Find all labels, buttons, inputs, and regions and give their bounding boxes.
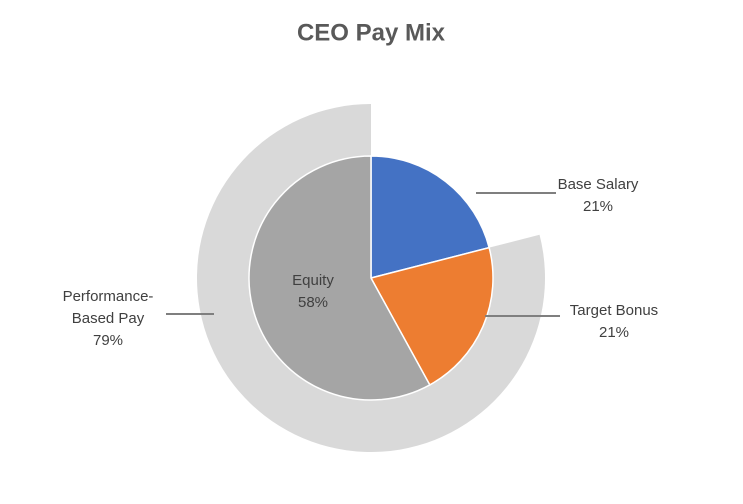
label-line: Performance-	[63, 288, 154, 305]
ring-segment	[196, 104, 545, 452]
data-label: Target Bonus	[570, 302, 658, 319]
pie-slice	[370, 155, 491, 279]
data-label: Equity	[292, 272, 334, 289]
value-label: 58%	[298, 294, 328, 311]
data-label: Base Salary	[558, 176, 639, 193]
chart-title: CEO Pay Mix	[297, 19, 446, 46]
pie-slice	[248, 155, 431, 401]
data-label: Performance- Based Pay	[63, 288, 154, 327]
label-line: Based Pay	[72, 310, 145, 327]
pie-slice	[369, 246, 494, 386]
value-label: 21%	[599, 324, 629, 341]
value-label: 79%	[93, 332, 123, 349]
value-label: 21%	[583, 198, 613, 215]
